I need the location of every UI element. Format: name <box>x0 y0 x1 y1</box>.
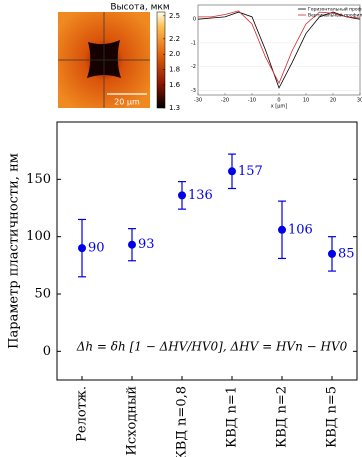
colorbar-tick-label: 1.6 <box>169 81 181 89</box>
colorbar-tick-label: 1.8 <box>169 66 180 74</box>
legend-label: Вертикальный профиль 1 <box>308 12 362 19</box>
legend-label: Горизонтальный профиль 1 <box>308 6 362 13</box>
annotation: Δh = δh [1 − ΔHV/HV0], ΔHV = HVn − HV0 <box>76 340 348 354</box>
x-tick-label: КВД n=5 <box>325 386 340 448</box>
x-tick-label: Релотж. <box>75 386 90 442</box>
y-tick-label: 50 <box>34 287 51 302</box>
colorbar-tick-label: 1.3 <box>169 104 180 112</box>
x-tick-label: -30 <box>194 98 202 104</box>
page: 20 µm Высота, мкм Параметр пластичности,… <box>0 0 362 457</box>
colorbar-tick-label: 2.5 <box>169 12 180 20</box>
y-tick-label: -2 <box>191 64 196 70</box>
x-tick-label: 20 <box>330 98 336 104</box>
data-label: 93 <box>138 237 155 252</box>
figure: 20 µm Высота, мкм Параметр пластичности,… <box>0 0 362 457</box>
x-tick-label: 30 <box>357 98 362 104</box>
y-tick-label: 100 <box>26 229 51 244</box>
colorbar-tick-label: 2.0 <box>169 50 180 58</box>
colorbar-tick-label: 2.2 <box>169 35 180 43</box>
x-tick-label: -20 <box>221 98 229 104</box>
point <box>328 250 336 258</box>
x-tick-label: КВД n=0,8 <box>175 386 190 457</box>
colorbar-label: Высота, мкм <box>110 3 169 13</box>
y-tick-label: 150 <box>26 172 51 187</box>
x-tick-label: 10 <box>303 98 309 104</box>
data-label: 106 <box>288 222 313 237</box>
x-tick-label: Исходный <box>125 386 140 455</box>
x-tick-label: КВД n=2 <box>275 386 290 448</box>
colorbar <box>157 12 165 108</box>
profile-frame <box>198 5 360 95</box>
x-tick-label: -10 <box>248 98 256 104</box>
scale-bar-label: 20 µm <box>114 98 140 107</box>
point <box>178 191 186 199</box>
x-axis-label: x [µm] <box>271 104 288 110</box>
data-label: 157 <box>238 164 263 179</box>
data-label: 90 <box>88 241 105 256</box>
x-tick-label: КВД n=1 <box>225 386 240 448</box>
y-tick-label: -3 <box>191 88 196 94</box>
point <box>228 167 236 175</box>
data-label: 85 <box>338 246 355 261</box>
point <box>128 241 136 249</box>
y-tick-label: 0 <box>43 344 51 359</box>
point <box>78 244 86 252</box>
y-tick-label: -1 <box>191 40 196 46</box>
y-axis-label: Параметр пластичности, нм <box>7 153 22 349</box>
data-label: 136 <box>188 188 213 203</box>
y-tick-label: 0 <box>193 17 196 23</box>
point <box>278 226 286 234</box>
